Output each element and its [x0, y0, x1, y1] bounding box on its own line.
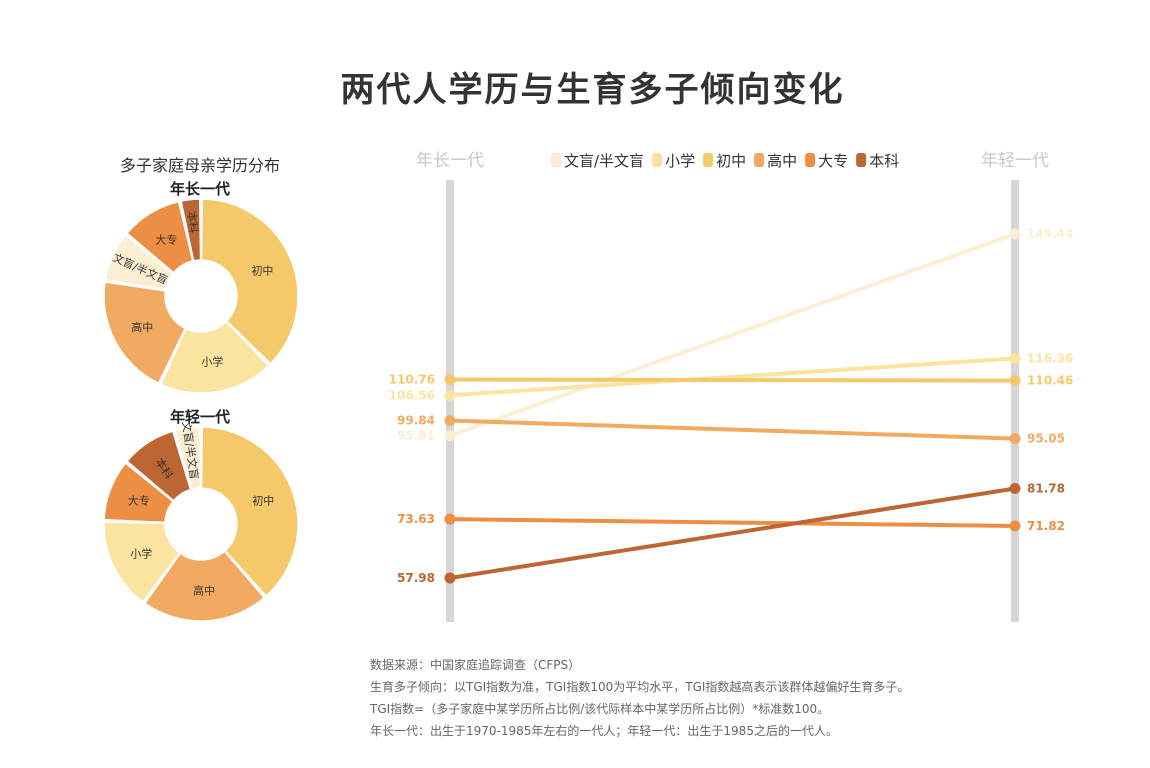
legend-item-junior-high: 初中 [703, 152, 746, 170]
series-line-primary [448, 356, 1017, 398]
slope-lines: 95.81 149.44 106.56 116.36 110.76 110.46 99.84… [389, 227, 1074, 585]
younger-label-senior-high: 高中 [193, 583, 215, 597]
legend: 文盲/半文盲 小学 初中 高中 大专 本科 [551, 152, 899, 170]
legend-item-illiterate: 文盲/半文盲 [551, 152, 644, 170]
axis-right [1011, 180, 1019, 622]
axis-left [446, 180, 454, 622]
legend-label-primary: 小学 [665, 152, 695, 170]
donut-younger-title: 年轻一代 [169, 408, 230, 426]
older-label-college: 大专 [155, 232, 177, 246]
series-line-college [448, 517, 1017, 528]
legend-label-senior-high: 高中 [767, 152, 797, 170]
legend-swatch-college [805, 153, 816, 167]
legend-swatch-primary [652, 153, 663, 167]
label-bachelor-older: 57.98 [397, 571, 435, 585]
label-college-younger: 71.82 [1027, 519, 1065, 533]
point-college-older [444, 513, 456, 525]
point-junior-high-older [444, 373, 456, 385]
series-line-senior-high [448, 418, 1017, 441]
older-label-bachelor: 本科 [185, 210, 201, 233]
older-label-primary: 小学 [201, 355, 223, 369]
chart-title: 两代人学历与生育多子倾向变化 [340, 70, 845, 110]
point-illiterate-younger [1009, 228, 1021, 240]
legend-item-primary: 小学 [652, 152, 695, 170]
younger-slice-bachelor [126, 430, 192, 502]
legend-item-college: 大专 [805, 152, 848, 170]
younger-slice-junior-high [200, 426, 299, 597]
label-junior-high-younger: 110.46 [1027, 374, 1073, 388]
legend-swatch-junior-high [703, 153, 714, 167]
younger-label-college: 大专 [128, 493, 150, 507]
label-bachelor-younger: 81.78 [1027, 481, 1065, 495]
point-bachelor-older [444, 572, 456, 584]
donut-older-title: 年长一代 [169, 180, 230, 198]
point-bachelor-younger [1009, 482, 1021, 494]
older-label-junior-high: 初中 [251, 264, 273, 278]
younger-slice-college [103, 462, 175, 524]
legend-label-junior-high: 初中 [716, 152, 746, 170]
point-primary-older [444, 389, 456, 401]
point-primary-younger [1009, 352, 1021, 364]
older-slice-junior-high [200, 198, 299, 365]
point-college-younger [1009, 520, 1021, 532]
slope-axes: 年长一代 年轻一代 [416, 151, 1049, 622]
label-primary-younger: 116.36 [1027, 351, 1073, 365]
series-line-junior-high [448, 377, 1017, 383]
younger-label-junior-high: 初中 [252, 493, 274, 507]
younger-slice-senior-high [143, 550, 266, 622]
notes: 数据来源：中国家庭追踪调查（CFPS） 生育多子倾向：以TGI指数为准，TGI指… [370, 654, 909, 742]
legend-item-senior-high: 高中 [754, 152, 797, 170]
older-slice-illiterate [104, 234, 175, 291]
label-college-older: 73.63 [397, 512, 435, 526]
note-formula: TGI指数=（多子家庭中某学历所占比例/该代际样本中某学历所占比例）*标准数10… [370, 702, 830, 716]
series-line-illiterate [448, 232, 1017, 438]
legend-label-college: 大专 [818, 152, 848, 170]
axis-left-label: 年长一代 [416, 151, 484, 171]
note-source: 数据来源：中国家庭追踪调查（CFPS） [370, 658, 581, 672]
point-senior-high-younger [1009, 433, 1021, 445]
older-slice-bachelor [180, 198, 202, 262]
label-senior-high-younger: 95.05 [1027, 432, 1065, 446]
legend-item-bachelor: 本科 [856, 152, 899, 170]
note-generations: 年长一代：出生于1970-1985年左右的一代人；年轻一代：出生于1985之后的… [370, 724, 838, 738]
point-junior-high-younger [1009, 375, 1021, 387]
younger-slice-primary [103, 521, 181, 603]
label-illiterate-older: 95.81 [397, 429, 435, 443]
label-junior-high-older: 110.76 [389, 372, 435, 386]
legend-label-illiterate: 文盲/半文盲 [564, 152, 644, 170]
point-senior-high-older [444, 415, 456, 427]
label-primary-older: 106.56 [389, 388, 435, 402]
axis-right-label: 年轻一代 [981, 151, 1049, 171]
series-line-bachelor [448, 486, 1017, 580]
older-slice-college [126, 200, 194, 274]
legend-swatch-senior-high [754, 153, 765, 167]
label-senior-high-older: 99.84 [397, 414, 435, 428]
pie-panel-title: 多子家庭母亲学历分布 [119, 156, 280, 175]
label-illiterate-younger: 149.44 [1027, 227, 1073, 241]
older-label-senior-high: 高中 [131, 320, 153, 334]
legend-label-bachelor: 本科 [869, 152, 899, 170]
note-definition: 生育多子倾向：以TGI指数为准，TGI指数100为平均水平，TGI指数越高表示该… [370, 680, 910, 694]
legend-swatch-bachelor [856, 153, 867, 167]
younger-label-primary: 小学 [130, 546, 152, 560]
older-slice-primary [159, 320, 270, 394]
point-illiterate-older [444, 430, 456, 442]
legend-swatch-illiterate [551, 153, 561, 167]
younger-slice-illiterate [174, 426, 202, 491]
older-slice-senior-high [103, 281, 187, 385]
